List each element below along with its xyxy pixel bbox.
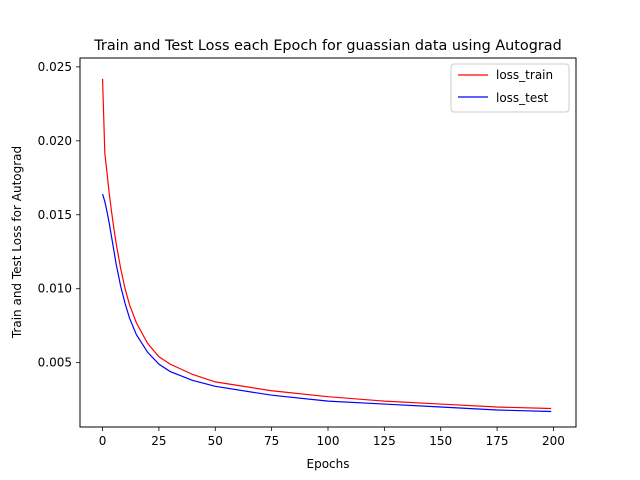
y-tick-label: 0.025 (38, 60, 72, 74)
legend-label-loss-train: loss_train (496, 68, 553, 82)
legend-frame (450, 63, 570, 113)
x-tick-label: 50 (208, 434, 223, 448)
y-axis-label: Train and Test Loss for Autograd (10, 146, 24, 339)
y-tick-label: 0.005 (38, 356, 72, 370)
series-line-loss-train (101, 78, 552, 410)
x-tick-label: 175 (486, 434, 509, 448)
x-tick-label: 25 (151, 434, 166, 448)
y-tick-label: 0.010 (38, 282, 72, 296)
series-line-loss-test (101, 193, 552, 413)
chart-title: Train and Test Loss each Epoch for guass… (93, 38, 562, 54)
x-tick-label: 0 (99, 434, 107, 448)
legend: loss_train loss_test (450, 63, 570, 113)
legend-label-loss-test: loss_test (496, 91, 549, 105)
x-tick-label: 150 (429, 434, 452, 448)
y-tick-label: 0.020 (38, 134, 72, 148)
series-layer (101, 78, 552, 413)
y-tick-label: 0.015 (38, 208, 72, 222)
x-axis: 0 25 50 75 100 125 150 175 200 (99, 427, 565, 448)
x-tick-label: 200 (542, 434, 565, 448)
x-tick-label: 75 (264, 434, 279, 448)
y-axis: 0.005 0.010 0.015 0.020 0.025 (38, 60, 80, 370)
x-tick-label: 100 (317, 434, 340, 448)
x-tick-label: 125 (373, 434, 396, 448)
x-axis-label: Epochs (307, 457, 350, 471)
